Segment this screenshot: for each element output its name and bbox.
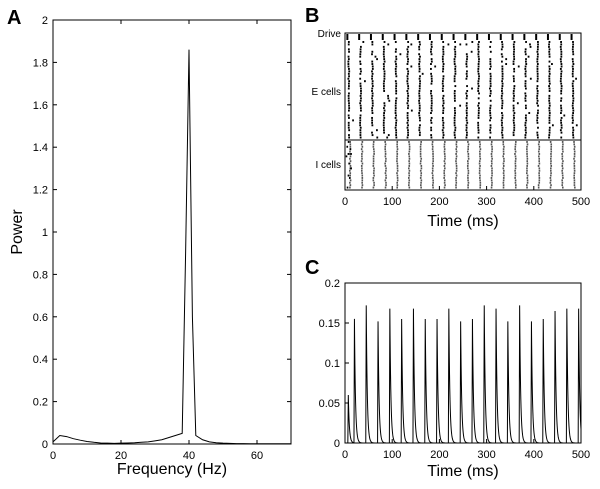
panel-c-y-tick-label: 0.15 [319,318,340,330]
panel-a-x-axis-title: Frequency (Hz) [117,461,227,478]
panel-letter-a: A [7,7,21,29]
panel-a-spectrum-line [52,49,291,445]
panel-a-y-tick-label: 0.8 [33,269,48,281]
panel-a-y-tick-label: 2 [42,15,48,27]
panel-a-x-tick-label: 60 [251,450,263,462]
panel-a-x-tick-label: 40 [183,450,195,462]
panel-b-x-axis-title: Time (ms) [427,213,498,230]
panel-b-x-tick-label: 300 [477,196,495,208]
panel-b-x-tick-label: 200 [430,196,448,208]
panel-c-x-tick-label: 100 [383,449,401,461]
panel-c-y-tick-label: 0 [334,438,340,450]
panel-c-x-tick-label: 200 [430,449,448,461]
panel-a-x-tick-label: 0 [50,450,56,462]
panel-b-x-tick-label: 500 [572,196,590,208]
panel-a-y-tick-label: 1.8 [33,57,48,69]
panel-c-y-tick-label: 0.1 [325,358,340,370]
panel-c-y-tick-label: 0.2 [325,278,340,290]
panel-a-axes-frame [52,19,292,445]
panel-b-i-cells-label: I cells [315,160,341,171]
panel-a-power-spectrum: 0 20 40 60 0 0.2 0.4 0.6 0.8 1 1.2 1.4 1.6 1.8 2 Frequ… [9,15,292,478]
panel-a-y-tick-label: 0 [42,439,48,451]
panel-b-drive-label: Drive [318,29,342,40]
panel-a-y-tick-label: 1.2 [33,185,48,197]
panel-a-y-tick-label: 1 [42,227,48,239]
panel-c-trace: 0 100 200 300 400 500 0 0.05 0.1 0.15 0.2 Time (ms… [319,278,591,480]
panel-b-e-cells-label: E cells [312,87,341,98]
panel-c-axes-frame [344,282,582,444]
panel-a-y-tick-label: 0.6 [33,312,48,324]
panel-a-y-tick-label: 1.6 [33,100,48,112]
panel-letter-b: B [305,5,319,27]
panel-c-x-tick-label: 0 [342,449,348,461]
panel-a-y-tick-label: 0.4 [33,354,48,366]
panel-b-x-tick-label: 400 [525,196,543,208]
panel-b-x-tick-label: 0 [342,196,348,208]
panel-letter-c: C [305,257,319,279]
panel-a-y-axis-title: Power [9,209,26,255]
panel-b-x-tick-label: 100 [383,196,401,208]
panel-c-x-tick-label: 400 [525,449,543,461]
panel-a-y-tick-label: 1.4 [33,142,48,154]
panel-c-x-axis-title: Time (ms) [427,463,498,480]
panel-a-x-tick-label: 20 [115,450,127,462]
panel-c-trace-line [345,305,582,444]
panel-b-raster: 0 100 200 300 400 500 Drive E cells I cells T… [312,29,591,230]
panel-c-x-tick-label: 500 [572,449,590,461]
panel-c-y-tick-label: 0.05 [319,398,340,410]
panel-b-axes-frame [344,32,582,191]
panel-a-y-tick-label: 0.2 [33,397,48,409]
panel-c-x-tick-label: 300 [477,449,495,461]
